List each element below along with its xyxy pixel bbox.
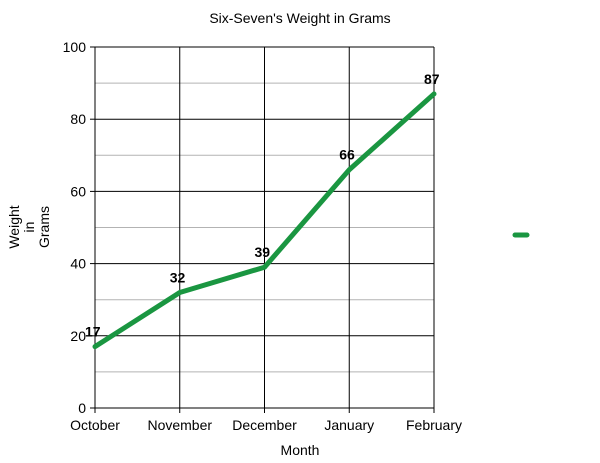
data-labels: 17 32 39 66 87 bbox=[85, 71, 440, 340]
y-axis-title-line: in bbox=[21, 222, 37, 233]
data-label: 17 bbox=[85, 324, 101, 340]
x-tick-label: November bbox=[147, 417, 212, 433]
y-tick-label: 20 bbox=[70, 328, 86, 344]
y-axis: 0 20 40 60 80 100 bbox=[63, 39, 95, 416]
y-tick-label: 40 bbox=[70, 256, 86, 272]
y-tick-label: 0 bbox=[78, 400, 86, 416]
y-tick-label: 80 bbox=[70, 111, 86, 127]
x-tick-label: October bbox=[70, 417, 120, 433]
x-tick-label: February bbox=[406, 417, 462, 433]
x-axis: October November December January February bbox=[70, 408, 462, 433]
series-line bbox=[92, 91, 437, 350]
x-tick-label: December bbox=[232, 417, 297, 433]
y-axis-title-line: Weight bbox=[6, 205, 22, 248]
data-label: 87 bbox=[424, 71, 440, 87]
grid bbox=[94, 46, 435, 409]
x-axis-title: Month bbox=[281, 442, 320, 458]
chart-title: Six-Seven's Weight in Grams bbox=[209, 10, 390, 26]
data-label: 39 bbox=[255, 244, 271, 260]
y-axis-title-line: Grams bbox=[36, 206, 52, 248]
data-label: 66 bbox=[339, 147, 355, 163]
y-axis-title: WeightinGrams bbox=[6, 205, 52, 248]
y-tick-label: 100 bbox=[63, 39, 87, 55]
data-label: 32 bbox=[170, 269, 186, 285]
y-axis-title-text: WeightinGrams bbox=[6, 205, 52, 248]
series-lines bbox=[92, 91, 437, 350]
x-tick-label: January bbox=[324, 417, 374, 433]
y-tick-label: 60 bbox=[70, 183, 86, 199]
